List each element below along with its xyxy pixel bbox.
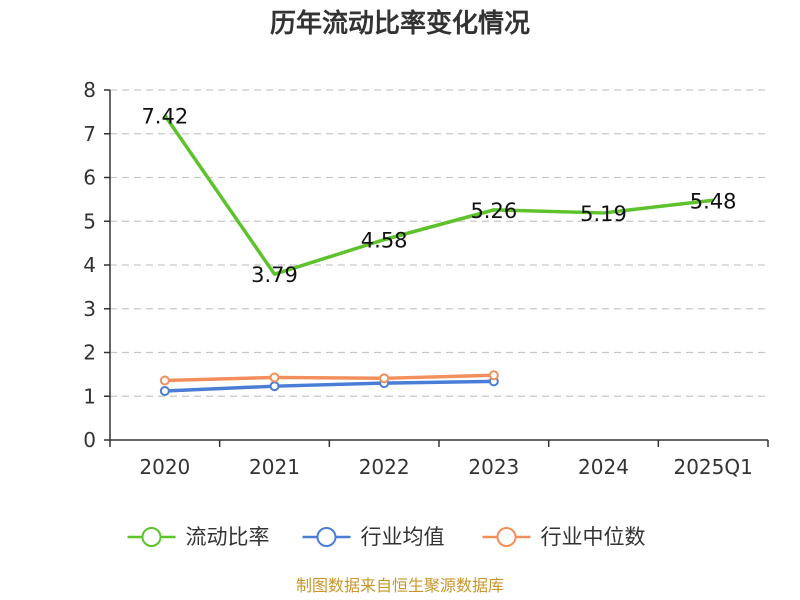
data-point <box>488 370 499 381</box>
data-point <box>269 372 280 383</box>
legend-item-0[interactable]: 流动比率 <box>127 525 270 549</box>
x-tick-label: 2024 <box>578 455 629 479</box>
data-point <box>159 375 170 386</box>
series-1 <box>159 376 499 396</box>
legend-item-1[interactable]: 行业均值 <box>302 525 445 549</box>
chart-title: 历年流动比率变化情况 <box>270 8 530 39</box>
data-labels: 7.42 3.79 4.58 5.26 5.19 5.48 <box>141 104 736 287</box>
data-label: 7.42 <box>141 104 188 128</box>
data-label: 4.58 <box>361 229 408 253</box>
y-tick-label: 2 <box>83 341 96 365</box>
data-label: 5.26 <box>470 199 517 223</box>
legend-marker-icon <box>141 527 162 547</box>
axes: 0 1 2 3 4 5 6 7 8 2020 2021 2022 2023 2024 2025Q1 <box>83 78 769 479</box>
series-line <box>164 379 494 393</box>
x-tick-label: 2021 <box>249 455 300 479</box>
y-tick-label: 7 <box>83 122 96 146</box>
y-tick-label: 8 <box>83 78 96 102</box>
legend-marker-icon <box>316 527 337 547</box>
source-note: 制图数据来自恒生聚源数据库 <box>296 576 504 595</box>
x-tick-label: 2025Q1 <box>673 455 752 479</box>
x-tick-label: 2020 <box>139 455 190 479</box>
legend-label: 行业均值 <box>361 525 445 549</box>
data-label: 5.48 <box>690 189 737 213</box>
data-point <box>269 381 280 392</box>
series-2 <box>159 370 499 386</box>
y-tick-label: 5 <box>83 209 96 233</box>
series-line <box>163 114 714 276</box>
x-tick-label: 2022 <box>359 455 410 479</box>
legend-label: 行业中位数 <box>541 525 646 549</box>
legend-marker-icon <box>496 527 517 547</box>
data-label: 3.79 <box>251 263 298 287</box>
legend-label: 流动比率 <box>186 525 270 549</box>
x-tick-label: 2023 <box>468 455 519 479</box>
data-label: 5.19 <box>580 202 627 226</box>
y-tick-label: 1 <box>83 384 96 408</box>
legend-item-2[interactable]: 行业中位数 <box>482 525 646 549</box>
series-0 <box>163 114 714 276</box>
data-point <box>379 373 390 384</box>
y-tick-label: 3 <box>83 297 96 321</box>
y-tick-label: 0 <box>83 428 96 452</box>
data-point <box>159 386 170 396</box>
series-line <box>164 373 494 383</box>
series-group <box>159 114 714 396</box>
y-tick-label: 6 <box>83 166 96 190</box>
legend: 流动比率 行业均值 行业中位数 <box>127 525 646 549</box>
y-tick-label: 4 <box>83 253 96 277</box>
gridlines <box>110 89 768 397</box>
